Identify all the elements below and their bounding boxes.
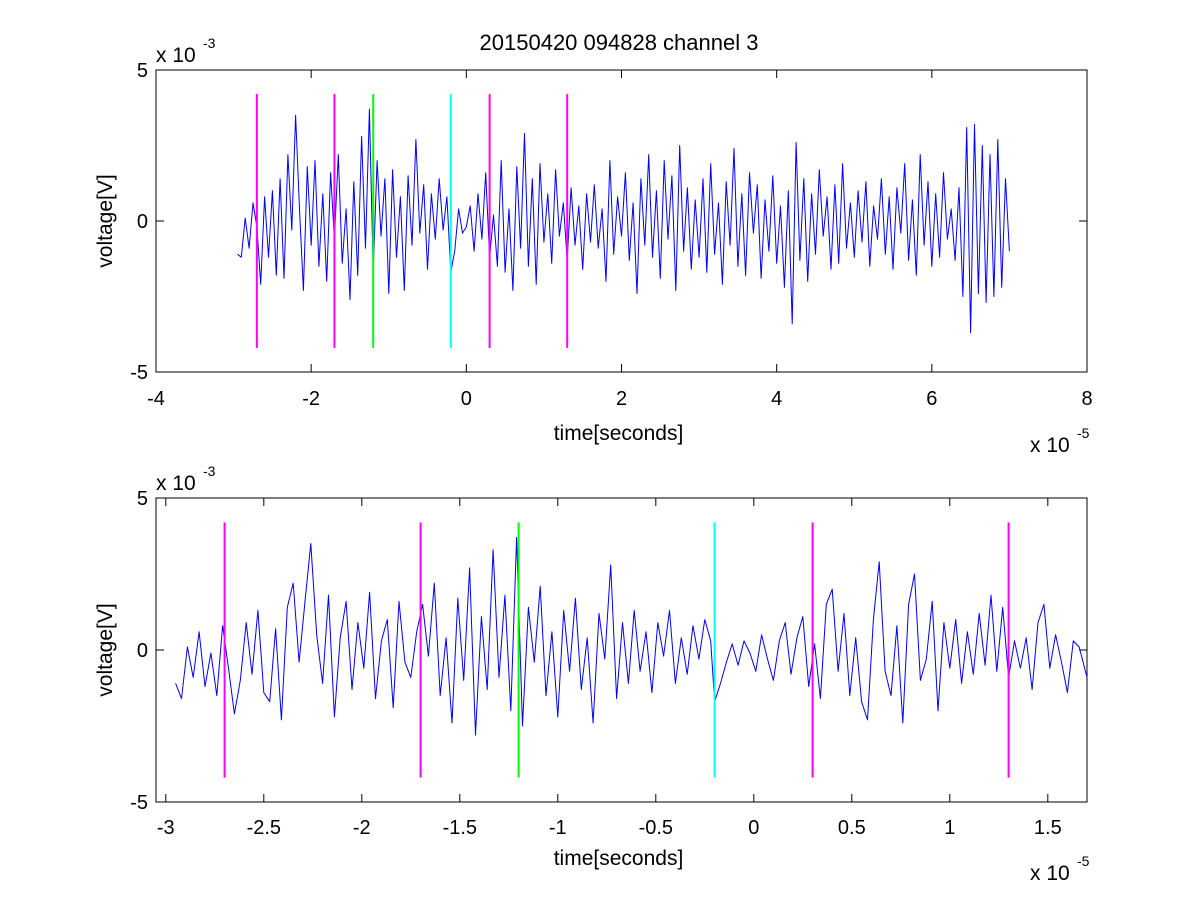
bottom-plot: -3 -2.5 -2 -1.5 -1 -0.5 0 0.5 1 1.5 -5 0 5 time[secon… (94, 463, 1090, 885)
y-tick-label: 5 (137, 60, 148, 82)
signal-line (175, 537, 1087, 736)
x-tick-label: 1.5 (1034, 817, 1062, 839)
x-tick-label: 8 (1081, 388, 1092, 410)
x-axis-label: time[seconds] (554, 847, 684, 870)
top-plot: -4 -2 0 2 4 6 8 -5 0 5 time[seconds] voltage[V] x 10… (94, 35, 1093, 457)
x-tick-label: -2.5 (247, 817, 281, 839)
signal-line (237, 108, 1010, 334)
x-tick-label: -4 (147, 388, 165, 410)
x-tick-label: -2 (353, 817, 371, 839)
x-tick-label: -3 (157, 817, 175, 839)
x-axis-label: time[seconds] (554, 422, 684, 445)
x-tick-label: 1 (944, 817, 955, 839)
x-tick-label: -2 (302, 388, 320, 410)
y-tick-label: 5 (137, 488, 148, 510)
y-tick-label: -5 (130, 362, 148, 384)
x-tick-label: -1 (549, 817, 567, 839)
y-scale-exponent: -3 (203, 463, 216, 479)
x-tick-label: 0.5 (838, 817, 866, 839)
x-scale-exponent: -5 (1077, 425, 1090, 441)
y-tick-label: 0 (137, 640, 148, 662)
y-axis-label: voltage[V] (94, 603, 117, 696)
y-tick-label: -5 (130, 792, 148, 814)
y-scale-multiplier: x 10 (156, 44, 196, 67)
x-tick-label: 6 (926, 388, 937, 410)
x-scale-multiplier: x 10 (1030, 434, 1070, 457)
figure-title: 20150420 094828 channel 3 (480, 30, 759, 55)
x-tick-label: -1.5 (443, 817, 477, 839)
y-tick-label: 0 (137, 211, 148, 233)
x-tick-label: 2 (616, 388, 627, 410)
y-scale-multiplier: x 10 (156, 472, 196, 495)
y-scale-exponent: -3 (203, 35, 216, 51)
x-tick-label: -0.5 (639, 817, 673, 839)
x-tick-label: 0 (461, 388, 472, 410)
x-scale-multiplier: x 10 (1030, 862, 1070, 885)
x-tick-label: 4 (771, 388, 782, 410)
y-axis-label: voltage[V] (94, 174, 117, 267)
x-scale-exponent: -5 (1077, 853, 1090, 869)
x-tick-label: 0 (748, 817, 759, 839)
